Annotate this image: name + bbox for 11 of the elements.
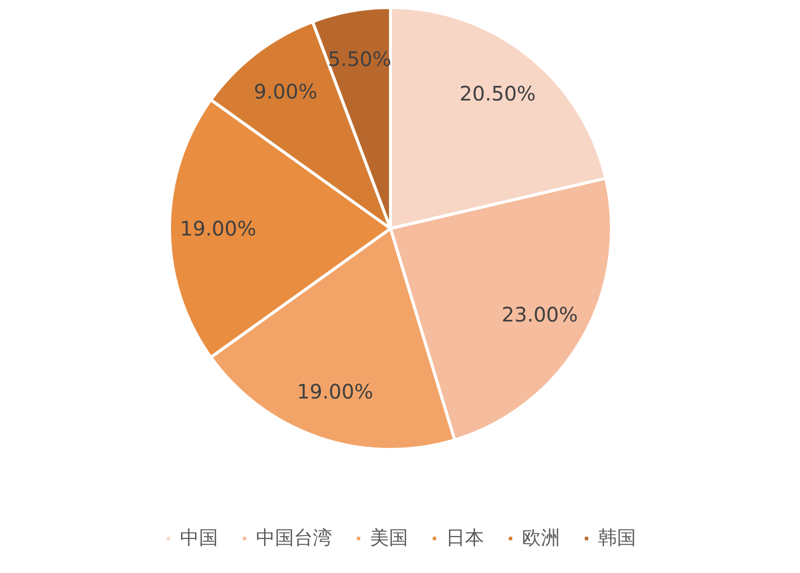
data-label: 9.00% xyxy=(254,80,318,104)
data-label: 19.00% xyxy=(180,216,256,240)
legend-label: 日本 xyxy=(446,526,484,551)
data-label: 20.50% xyxy=(460,81,536,106)
legend-label: 中国 xyxy=(180,526,218,551)
data-label: 23.00% xyxy=(502,302,578,327)
legend-label: 韩国 xyxy=(598,526,636,551)
legend-label: 中国台湾 xyxy=(256,526,332,551)
legend-label: 欧洲 xyxy=(522,526,560,551)
data-label: 19.00% xyxy=(296,380,374,404)
legend-label: 美国 xyxy=(370,526,408,551)
